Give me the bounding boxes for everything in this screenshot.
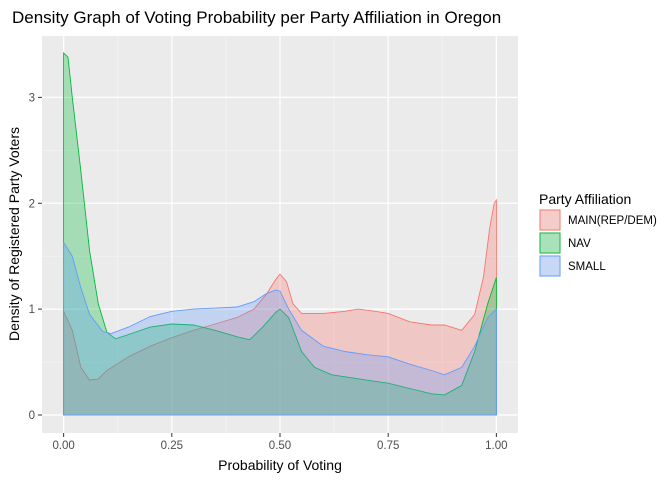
legend-title: Party Affiliation [539, 191, 631, 207]
legend-key-swatch [539, 232, 561, 254]
legend-key-bg [539, 209, 561, 231]
x-tick-label: 0.50 [269, 440, 291, 452]
density-area-nav [63, 51, 497, 416]
legend-key-bg [539, 232, 561, 254]
density-areas [63, 51, 497, 416]
legend-label: SMALL [568, 261, 606, 273]
legend-label: NAV [568, 238, 591, 250]
y-axis-ticks: 0 1 2 3 [29, 92, 42, 422]
y-tick-label: 0 [29, 410, 35, 422]
x-tick-label: 0.00 [52, 440, 74, 452]
x-tick-label: 0.75 [377, 440, 399, 452]
x-tick-label: 0.25 [161, 440, 183, 452]
x-tick-label: 1.00 [485, 440, 507, 452]
y-tick-label: 1 [29, 304, 35, 316]
legend-key-bg [539, 255, 561, 277]
density-area-small [63, 240, 497, 416]
legend-label: MAIN(REP/DEM) [568, 215, 657, 227]
x-axis-title: Probability of Voting [218, 457, 342, 473]
y-tick-label: 3 [29, 92, 35, 104]
chart-title: Density Graph of Voting Probability per … [12, 8, 501, 27]
legend-key-swatch [539, 209, 561, 231]
legend: Party Affiliation MAIN(REP/DEM) NAV SMALL [539, 191, 657, 277]
y-tick-label: 2 [29, 198, 35, 210]
y-axis-title: Density of Registered Party Voters [6, 127, 22, 341]
density-area-main-rep-dem [63, 198, 497, 416]
legend-key-swatch [539, 255, 561, 277]
x-axis-ticks: 0.00 0.25 0.50 0.75 1.00 [52, 433, 508, 452]
